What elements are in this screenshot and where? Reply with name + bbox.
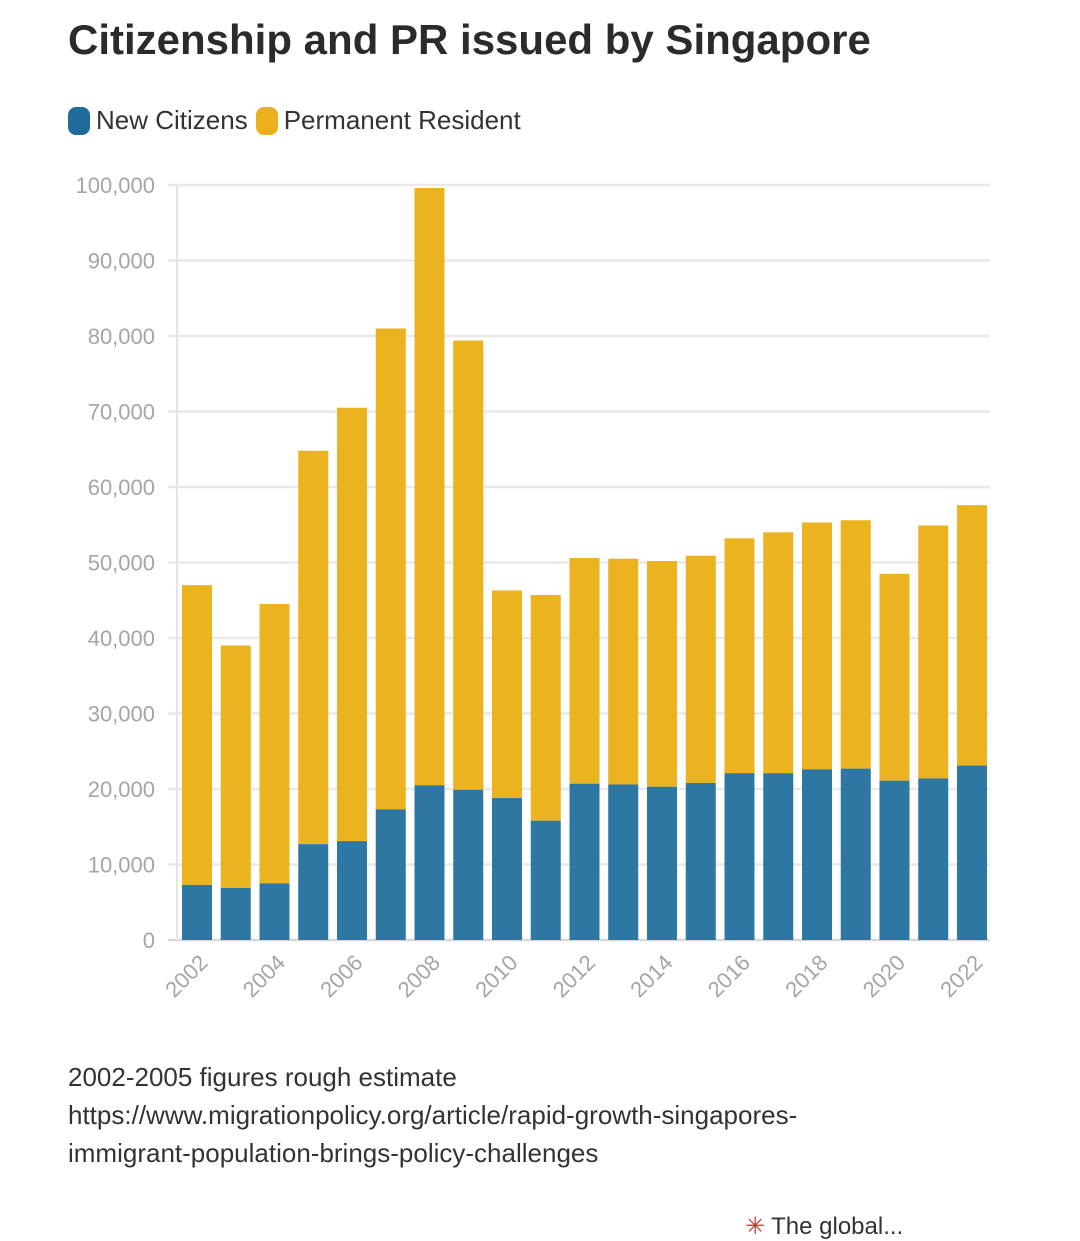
y-tick-label: 20,000 bbox=[88, 777, 155, 802]
bar-permanent-resident[interactable] bbox=[879, 573, 910, 781]
bar-new-citizens[interactable] bbox=[182, 884, 212, 940]
bar-new-citizens[interactable] bbox=[802, 769, 832, 940]
bar-new-citizens[interactable] bbox=[569, 783, 600, 940]
bar-permanent-resident[interactable] bbox=[647, 560, 677, 787]
bar-permanent-resident[interactable] bbox=[492, 590, 522, 799]
bar-permanent-resident[interactable] bbox=[957, 505, 987, 766]
bar-new-citizens[interactable] bbox=[957, 765, 987, 940]
bar-permanent-resident[interactable] bbox=[298, 450, 329, 845]
y-tick-label: 100,000 bbox=[75, 173, 155, 198]
y-tick-label: 10,000 bbox=[88, 853, 155, 878]
bar-new-citizens[interactable] bbox=[724, 773, 755, 940]
x-tick-label: 2018 bbox=[780, 950, 832, 1002]
bar-permanent-resident[interactable] bbox=[608, 558, 639, 785]
bar-new-citizens[interactable] bbox=[647, 786, 677, 940]
x-tick-label: 2002 bbox=[160, 950, 212, 1002]
bar-new-citizens[interactable] bbox=[685, 782, 716, 940]
footer: 2002-2005 figures rough estimate https:/… bbox=[68, 1058, 797, 1172]
bar-new-citizens[interactable] bbox=[453, 789, 484, 940]
x-tick-label: 2006 bbox=[315, 950, 367, 1002]
x-tick-label: 2022 bbox=[935, 950, 987, 1002]
bar-new-citizens[interactable] bbox=[918, 778, 949, 940]
bar-new-citizens[interactable] bbox=[492, 798, 522, 940]
legend-item-new-citizens[interactable]: New Citizens bbox=[68, 105, 248, 136]
y-tick-label: 80,000 bbox=[88, 324, 155, 349]
legend-swatch-permanent-resident bbox=[255, 106, 278, 135]
bar-permanent-resident[interactable] bbox=[569, 557, 600, 784]
bar-permanent-resident[interactable] bbox=[840, 520, 871, 769]
chart-title: Citizenship and PR issued by Singapore bbox=[68, 16, 871, 63]
bar-permanent-resident[interactable] bbox=[375, 328, 406, 810]
x-tick-label: 2020 bbox=[858, 950, 910, 1002]
y-tick-label: 0 bbox=[143, 928, 155, 953]
x-tick-label: 2016 bbox=[703, 950, 755, 1002]
bar-permanent-resident[interactable] bbox=[685, 555, 716, 783]
bar-permanent-resident[interactable] bbox=[530, 594, 561, 821]
x-tick-label: 2004 bbox=[238, 950, 290, 1002]
bar-new-citizens[interactable] bbox=[608, 784, 639, 940]
bar-new-citizens[interactable] bbox=[259, 883, 290, 940]
y-tick-label: 60,000 bbox=[88, 475, 155, 500]
y-tick-label: 90,000 bbox=[88, 249, 155, 274]
bar-permanent-resident[interactable] bbox=[802, 522, 832, 770]
bar-permanent-resident[interactable] bbox=[453, 340, 484, 790]
bar-new-citizens[interactable] bbox=[414, 785, 445, 940]
bar-new-citizens[interactable] bbox=[879, 780, 910, 940]
legend-label-permanent-resident: Permanent Resident bbox=[283, 105, 521, 135]
bar-new-citizens[interactable] bbox=[530, 820, 561, 940]
x-tick-label: 2012 bbox=[548, 950, 600, 1002]
bar-permanent-resident[interactable] bbox=[414, 188, 445, 786]
bar-permanent-resident[interactable] bbox=[337, 407, 367, 842]
footer-note: 2002-2005 figures rough estimate bbox=[68, 1062, 457, 1092]
bar-new-citizens[interactable] bbox=[840, 768, 871, 940]
bar-new-citizens[interactable] bbox=[220, 887, 251, 940]
bar-permanent-resident[interactable] bbox=[724, 538, 755, 774]
bar-permanent-resident[interactable] bbox=[182, 585, 212, 885]
bar-new-citizens[interactable] bbox=[337, 841, 367, 940]
bar-new-citizens[interactable] bbox=[298, 844, 329, 940]
source-link-line2[interactable]: immigrant-population-brings-policy-chall… bbox=[68, 1138, 599, 1168]
bar-permanent-resident[interactable] bbox=[259, 604, 290, 884]
stacked-bar-chart: 0 10,000 20,000 30,000 40,000 50,000 60,000 70,… bbox=[75, 173, 990, 1002]
legend: New Citizens Permanent Resident bbox=[68, 105, 529, 136]
legend-item-permanent-resident[interactable]: Permanent Resident bbox=[255, 105, 521, 136]
x-tick-label: 2010 bbox=[470, 950, 522, 1002]
bar-permanent-resident[interactable] bbox=[763, 532, 794, 774]
bar-new-citizens[interactable] bbox=[375, 809, 406, 940]
x-tick-label: 2008 bbox=[393, 950, 445, 1002]
legend-swatch-new-citizens bbox=[68, 106, 90, 135]
bar-new-citizens[interactable] bbox=[763, 773, 794, 940]
bar-permanent-resident[interactable] bbox=[918, 525, 949, 779]
y-tick-label: 50,000 bbox=[88, 551, 155, 576]
y-tick-label: 30,000 bbox=[88, 702, 155, 727]
legend-label-new-citizens: New Citizens bbox=[96, 105, 248, 135]
source-link-line1[interactable]: https://www.migrationpolicy.org/article/… bbox=[68, 1100, 798, 1130]
y-tick-label: 40,000 bbox=[88, 626, 155, 651]
x-tick-label: 2014 bbox=[625, 950, 677, 1002]
bar-permanent-resident[interactable] bbox=[220, 645, 251, 888]
y-tick-label: 70,000 bbox=[88, 400, 155, 425]
